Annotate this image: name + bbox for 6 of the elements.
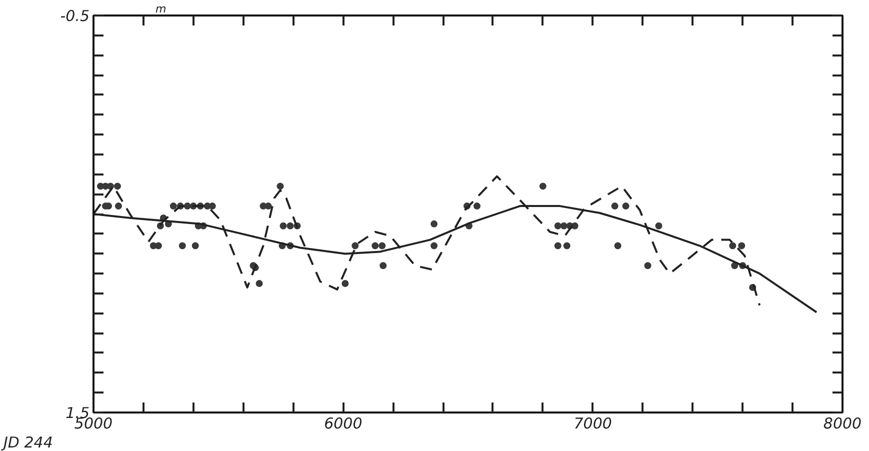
x-tick-label: 8000: [823, 414, 862, 432]
x-tick-label: 6000: [324, 414, 362, 432]
y-axis-title: m: [156, 2, 166, 16]
y-tick-label: -0.5: [60, 7, 90, 25]
x-axis-title: JD 244: [0, 434, 53, 451]
x-tick-label: 7000: [574, 414, 612, 432]
